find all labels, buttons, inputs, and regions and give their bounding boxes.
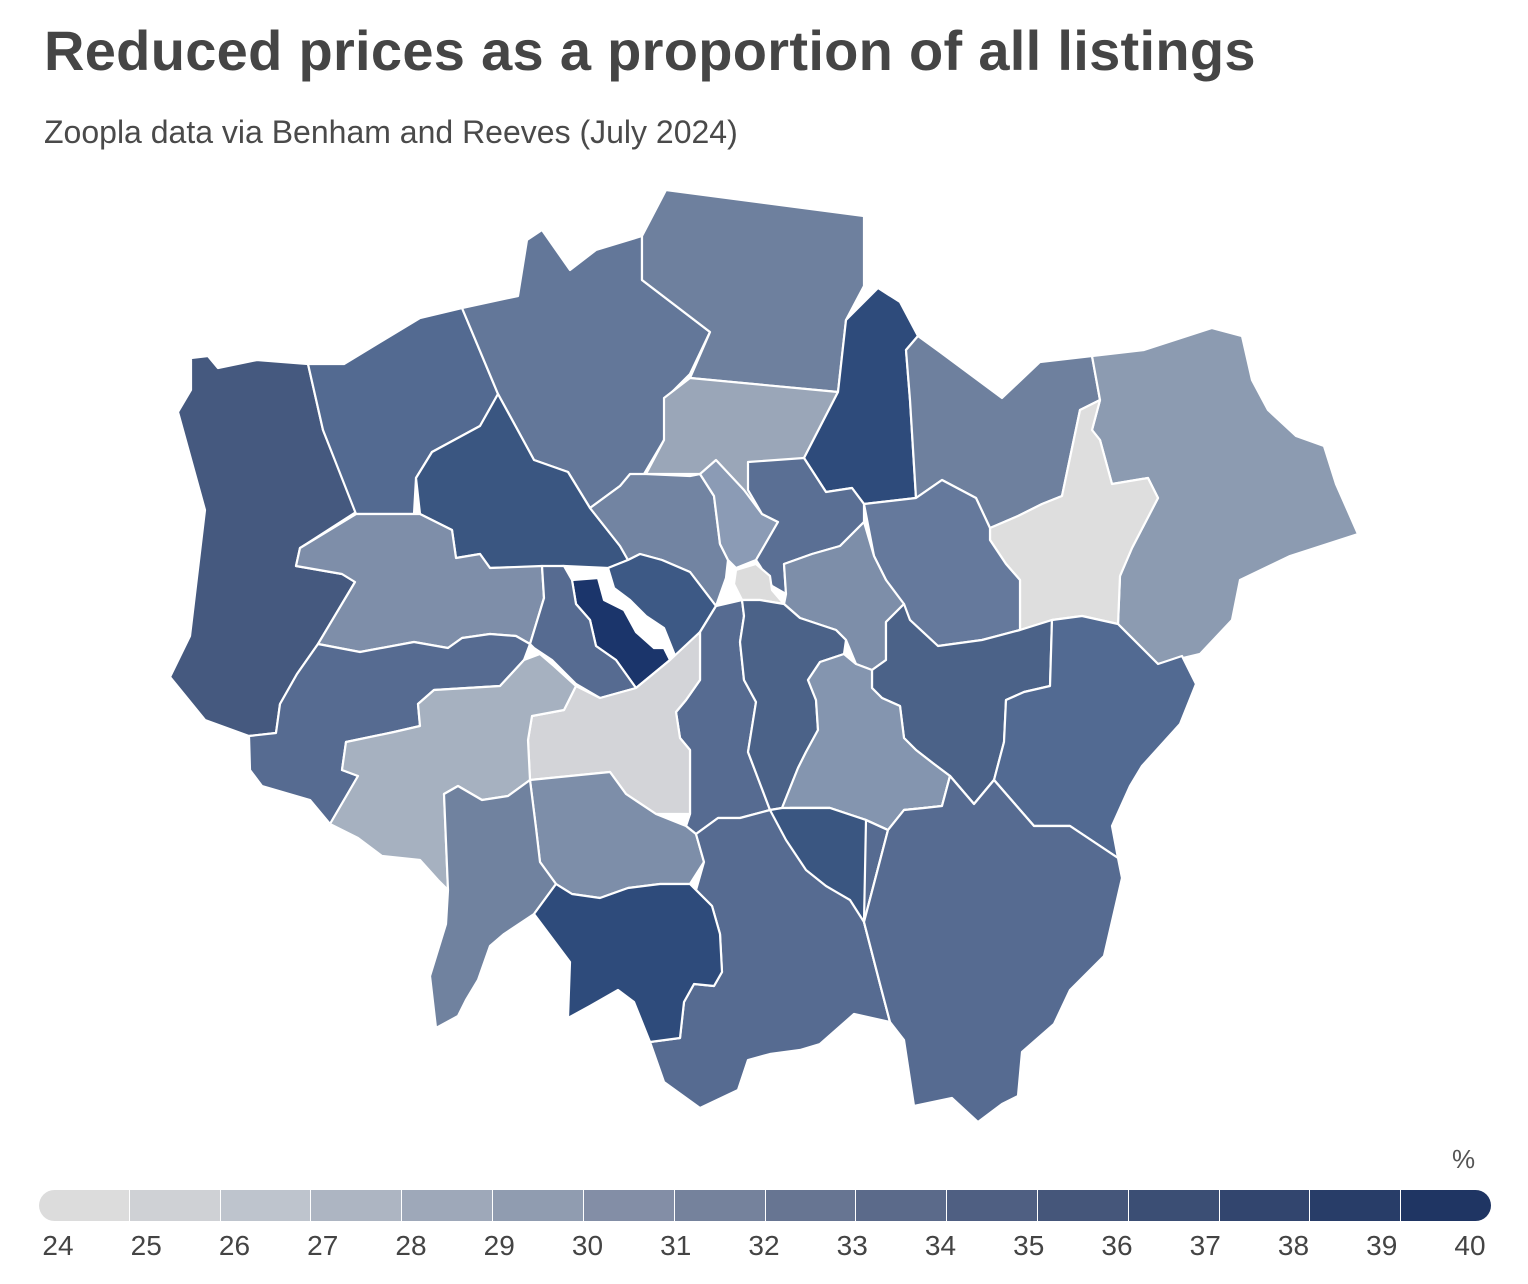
color-scale-tick-label: 28 xyxy=(395,1230,427,1261)
color-scale-tick-label: 25 xyxy=(130,1230,162,1261)
color-scale-segment xyxy=(129,1190,221,1221)
color-scale-segment xyxy=(1401,1190,1491,1221)
color-scale-segment xyxy=(311,1190,403,1221)
color-scale-segment xyxy=(1037,1190,1129,1221)
color-scale-tick-label: 36 xyxy=(1101,1230,1133,1261)
color-scale-segment xyxy=(947,1190,1038,1221)
color-scale-segment xyxy=(220,1190,312,1221)
color-scale-tick-label: 31 xyxy=(660,1230,692,1261)
color-scale-tick-label: 26 xyxy=(218,1230,251,1261)
color-scale-segment xyxy=(856,1190,948,1221)
color-scale-segment xyxy=(402,1190,494,1221)
color-scale-tick-label: 32 xyxy=(748,1230,780,1261)
borough-region[interactable] xyxy=(992,614,1198,860)
borough-region[interactable] xyxy=(862,774,1124,1124)
borough-region[interactable] xyxy=(532,882,724,1044)
color-scale-segment xyxy=(583,1190,675,1221)
color-scale-tick-label: 34 xyxy=(924,1230,957,1261)
color-scale-segment xyxy=(674,1190,766,1221)
color-scale-ticks: 24 25 26 27 28 29 30 31 32 33 34 35 36 37 38 39 40 xyxy=(0,1230,1528,1270)
borough-region[interactable] xyxy=(428,778,558,1030)
color-scale-segment xyxy=(493,1190,584,1221)
color-scale-tick-label: 33 xyxy=(836,1230,868,1261)
color-scale-tick-label: 40 xyxy=(1454,1230,1486,1261)
color-scale-tick-label: 38 xyxy=(1277,1230,1310,1261)
color-scale-segment xyxy=(1219,1190,1311,1221)
color-scale-bar xyxy=(39,1190,1491,1221)
color-scale-segment xyxy=(1128,1190,1220,1221)
color-scale-tick-label: 27 xyxy=(307,1230,339,1261)
color-scale-segment xyxy=(1310,1190,1402,1221)
color-scale-tick-label: 35 xyxy=(1013,1230,1045,1261)
color-scale-tick-label: 29 xyxy=(483,1230,515,1261)
color-scale-tick-label: 30 xyxy=(571,1230,604,1261)
color-scale-segment xyxy=(39,1190,130,1221)
color-scale-tick-label: 24 xyxy=(42,1230,74,1261)
color-scale-tick-label: 37 xyxy=(1189,1230,1221,1261)
chart-title: Reduced prices as a proportion of all li… xyxy=(44,19,1256,82)
color-scale-segment xyxy=(765,1190,857,1221)
chart-subtitle: Zoopla data via Benham and Reeves (July … xyxy=(44,114,738,150)
legend-unit: % xyxy=(1452,1144,1476,1174)
color-scale-tick-label: 39 xyxy=(1366,1230,1398,1261)
borough-region[interactable] xyxy=(328,652,578,892)
